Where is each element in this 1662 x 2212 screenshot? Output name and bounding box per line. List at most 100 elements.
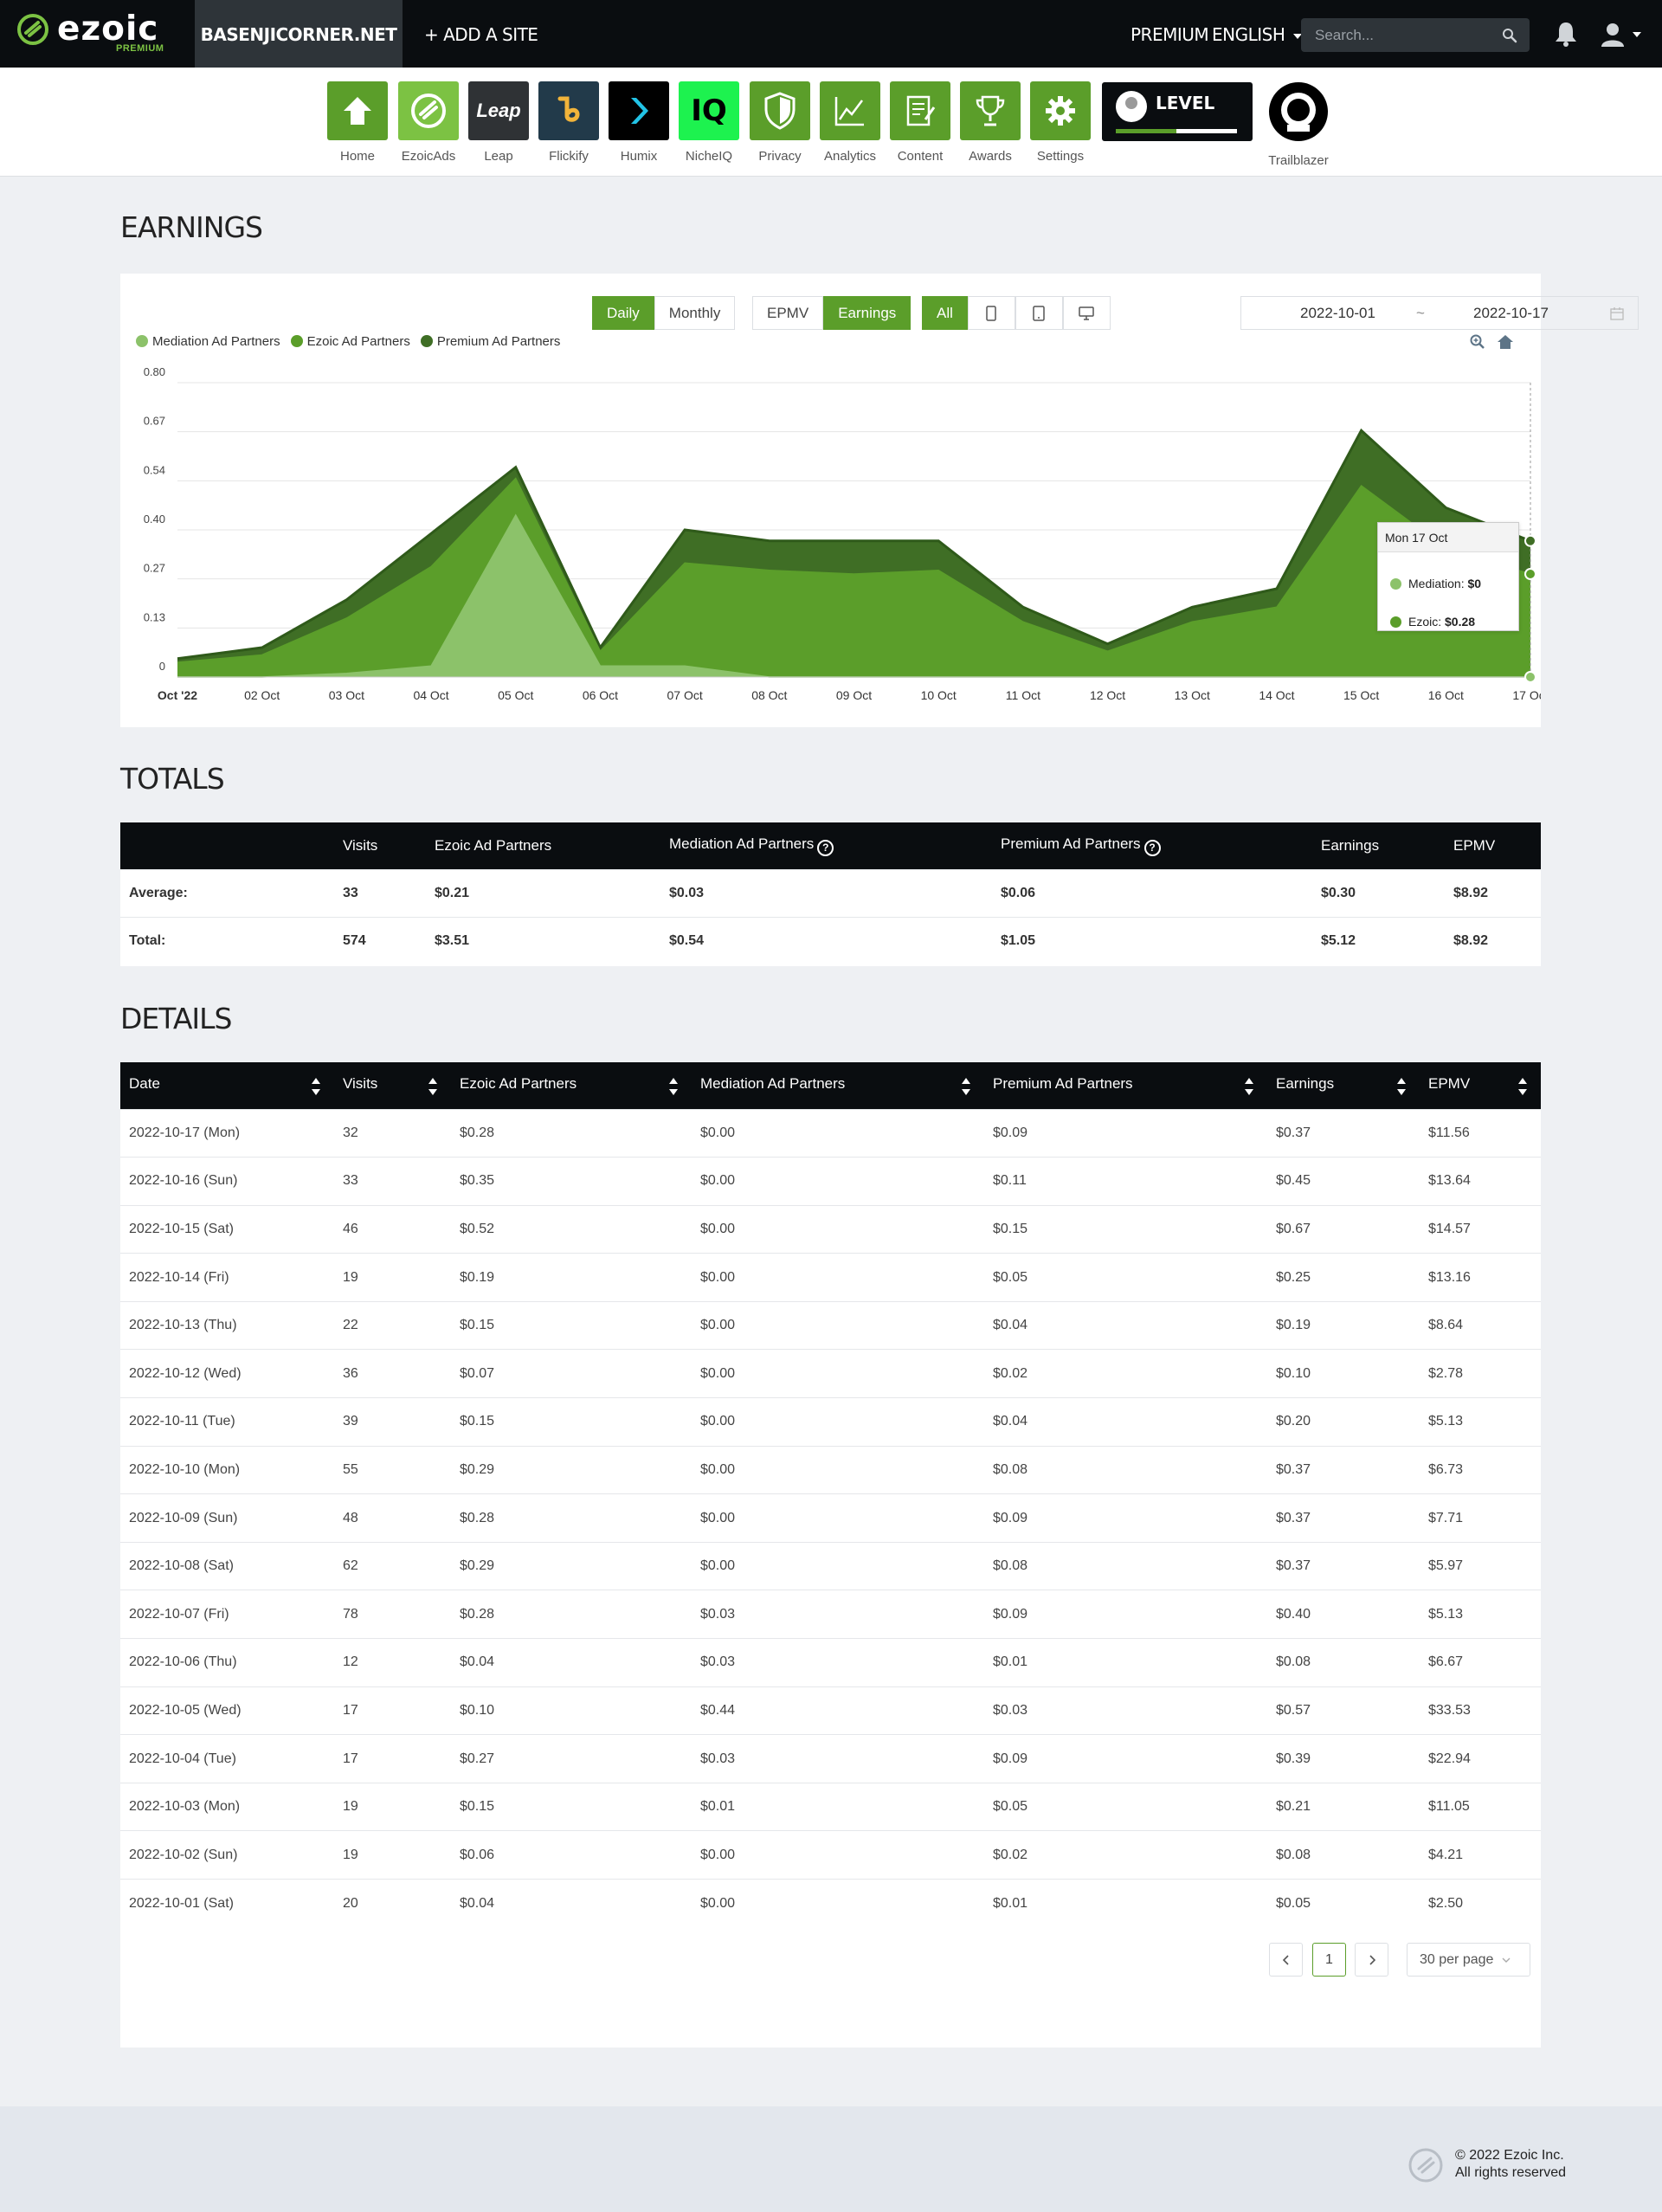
all-devices-button[interactable]: All — [922, 296, 968, 330]
table-cell: 78 — [334, 1590, 451, 1639]
trophy-icon — [960, 81, 1021, 140]
legend-item-mediation[interactable]: Mediation Ad Partners — [136, 334, 280, 349]
level-badge[interactable]: LEVEL — [1102, 82, 1253, 141]
app-home[interactable]: Home — [327, 81, 388, 164]
sortable-column-header[interactable]: Premium Ad Partners — [984, 1062, 1267, 1109]
sort-icon — [962, 1077, 970, 1096]
home-icon — [327, 81, 388, 140]
add-site-link[interactable]: + ADD A SITE — [424, 24, 538, 45]
column-header: EPMV — [1453, 836, 1496, 854]
table-cell: $0.01 — [984, 1638, 1267, 1687]
app-ezoicads[interactable]: EzoicAds — [398, 81, 459, 164]
desktop-button[interactable] — [1062, 296, 1111, 330]
date-range-picker[interactable]: 2022-10-01 ~ 2022-10-17 — [1240, 296, 1639, 330]
table-cell: 2022-10-01 (Sat) — [120, 1879, 334, 1928]
search-input[interactable] — [1301, 18, 1491, 52]
app-nicheiq[interactable]: IQ NicheIQ — [679, 81, 739, 164]
help-icon[interactable]: ? — [1143, 839, 1161, 856]
language-label: ENGLISH — [1212, 24, 1285, 45]
app-flickify[interactable]: Flickify — [538, 81, 599, 164]
app-leap[interactable]: Leap Leap — [468, 81, 529, 164]
app-settings[interactable]: Settings — [1030, 81, 1091, 164]
table-cell: $0.44 — [692, 1686, 984, 1735]
site-selector[interactable]: BASENJICORNER.NET — [195, 0, 403, 68]
epmv-button[interactable]: EPMV — [752, 296, 824, 330]
ezoic-logo-icon — [17, 14, 48, 45]
legend-item-premium[interactable]: Premium Ad Partners — [420, 334, 560, 349]
table-cell: $0.35 — [451, 1157, 692, 1206]
premium-link[interactable]: PREMIUM — [1131, 24, 1209, 45]
table-cell: $0.15 — [984, 1204, 1267, 1254]
details-table: Date Visits Ezoic Ad Partners Mediation Ad … — [120, 1062, 1541, 1928]
sortable-column-header[interactable]: Visits — [334, 1062, 451, 1109]
search-icon[interactable] — [1502, 28, 1517, 43]
app-awards[interactable]: Awards — [960, 81, 1021, 164]
tooltip-marker — [1390, 578, 1401, 590]
table-cell: 55 — [334, 1445, 451, 1494]
per-page-select[interactable]: 30 per page — [1407, 1943, 1530, 1977]
help-icon[interactable]: ? — [817, 839, 834, 856]
app-trailblazer[interactable]: Trailblazer — [1266, 81, 1331, 168]
legend-item-ezoic[interactable]: Ezoic Ad Partners — [290, 334, 410, 349]
copyright: © 2022 Ezoic Inc. All rights reserved — [1455, 2147, 1566, 2182]
bell-icon[interactable] — [1554, 21, 1578, 47]
search-box[interactable] — [1301, 18, 1530, 52]
table-row: 2022-10-04 (Tue) 17 $0.27 $0.03 $0.09 $0.39 $2… — [120, 1734, 1541, 1783]
mobile-button[interactable] — [967, 296, 1015, 330]
monthly-button[interactable]: Monthly — [654, 296, 736, 330]
sortable-column-header[interactable]: EPMV — [1420, 1062, 1541, 1109]
table-cell: 19 — [334, 1253, 451, 1302]
language-dropdown[interactable]: ENGLISH — [1212, 0, 1303, 69]
earnings-area-chart[interactable]: 0 0.13 0.27 0.40 0.54 0.67 0.80 Oct '22 02 Oct 03… — [120, 274, 1541, 727]
table-cell: $0.11 — [984, 1157, 1267, 1206]
app-humix[interactable]: Humix — [609, 81, 669, 164]
user-menu[interactable] — [1600, 21, 1643, 48]
tablet-button[interactable] — [1015, 296, 1063, 330]
table-cell: 2022-10-08 (Sat) — [120, 1541, 334, 1590]
table-row: 2022-10-01 (Sat) 20 $0.04 $0.00 $0.01 $0.05 $2… — [120, 1879, 1541, 1928]
app-content[interactable]: Content — [890, 81, 950, 164]
tooltip-label: Mediation: — [1408, 577, 1465, 590]
earnings-chart-card: Daily Monthly EPMV Earnings All 2022-10-… — [120, 274, 1639, 727]
daily-button[interactable]: Daily — [592, 296, 654, 330]
next-page-button[interactable] — [1355, 1943, 1388, 1977]
app-label: Home — [339, 149, 375, 164]
sortable-column-header[interactable]: Mediation Ad Partners — [692, 1062, 984, 1109]
app-privacy[interactable]: Privacy — [750, 81, 810, 164]
legend-label: Ezoic Ad Partners — [306, 334, 410, 349]
app-analytics[interactable]: Analytics — [820, 81, 880, 164]
x-tick-label: 04 Oct — [413, 688, 448, 702]
table-cell: $0.28 — [451, 1493, 692, 1543]
flickify-icon — [538, 81, 599, 140]
column-header-label: Premium Ad Partners — [1001, 835, 1141, 852]
x-tick-label: 06 Oct — [583, 688, 618, 702]
table-cell: 2022-10-05 (Wed) — [120, 1686, 334, 1735]
sortable-column-header[interactable]: Earnings — [1267, 1062, 1420, 1109]
reset-zoom-home-icon[interactable] — [1497, 334, 1514, 350]
table-cell: $0.15 — [451, 1782, 692, 1831]
desktop-icon — [1079, 306, 1095, 320]
table-cell: $0.57 — [1267, 1686, 1420, 1735]
gear-icon — [1030, 81, 1091, 140]
table-cell: 2022-10-11 (Tue) — [120, 1397, 334, 1447]
user-icon — [1601, 23, 1624, 47]
y-tick-label: 0.67 — [144, 415, 165, 428]
tooltip-label: Ezoic: — [1408, 615, 1442, 629]
table-cell: $0.07 — [451, 1349, 692, 1398]
sortable-column-header[interactable]: Ezoic Ad Partners — [451, 1062, 692, 1109]
earnings-button[interactable]: Earnings — [823, 296, 912, 330]
table-row: 2022-10-11 (Tue) 39 $0.15 $0.00 $0.04 $0.20 $5… — [120, 1397, 1541, 1447]
zoom-icon[interactable] — [1470, 334, 1485, 350]
table-cell: $0.21 — [1267, 1782, 1420, 1831]
table-cell: $6.73 — [1420, 1445, 1541, 1494]
table-cell: $0.06 — [992, 868, 1312, 917]
table-cell: $11.56 — [1420, 1108, 1541, 1158]
sortable-column-header[interactable]: Date — [120, 1062, 334, 1109]
prev-page-button[interactable] — [1269, 1943, 1303, 1977]
table-cell: $0.05 — [1267, 1879, 1420, 1928]
page-number-button[interactable]: 1 — [1312, 1943, 1346, 1977]
table-cell: $13.64 — [1420, 1157, 1541, 1206]
ezoic-logo[interactable]: ezoic PREMIUM — [16, 10, 171, 57]
table-cell: $0.28 — [451, 1108, 692, 1158]
table-cell: $0.00 — [692, 1157, 984, 1206]
